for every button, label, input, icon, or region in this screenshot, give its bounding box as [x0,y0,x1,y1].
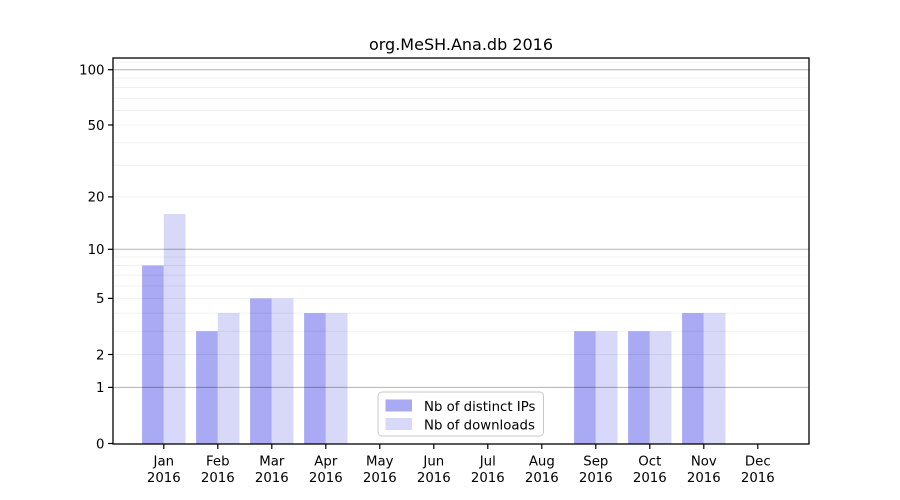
x-tick-label-month-jun: Jun [422,455,444,470]
x-tick-label-month-oct: Oct [638,455,661,470]
gridlines-group [113,61,809,388]
bar-downloads-oct [649,331,672,444]
x-tick-label-year-jan: 2016 [147,471,181,486]
x-tick-label-year-mar: 2016 [255,471,289,486]
x-tick-label-year-jun: 2016 [417,471,451,486]
y-tick-label-5: 5 [96,292,104,307]
plot-frame [112,57,810,445]
x-tick-label-year-dec: 2016 [741,471,775,486]
bars-group [142,214,726,444]
bar-downloads-jan [163,214,186,444]
x-tick-label-year-jul: 2016 [471,471,505,486]
x-tick-label-month-mar: Mar [259,455,285,470]
x-tick-label-year-oct: 2016 [633,471,667,486]
x-tick-label-month-feb: Feb [206,455,230,470]
bar-ips-mar [250,298,272,444]
x-tick-label-year-apr: 2016 [309,471,343,486]
x-tick-label-year-aug: 2016 [525,471,559,486]
bar-downloads-nov [703,313,726,444]
axes-group: 0125102050100Jan2016Feb2016Mar2016Apr201… [79,57,810,486]
legend-label-downloads: Nb of downloads [424,419,535,434]
x-tick-label-year-may: 2016 [363,471,397,486]
bar-ips-jan [142,265,164,444]
legend-swatch-downloads [385,418,412,430]
x-tick-label-year-nov: 2016 [687,471,721,486]
legend-swatch-distinct-ips [385,399,412,412]
x-tick-label-month-dec: Dec [745,455,771,470]
bar-ips-nov [682,313,704,444]
bar-downloads-mar [271,298,294,444]
bar-ips-oct [628,331,650,444]
x-tick-label-year-feb: 2016 [201,471,235,486]
x-tick-label-month-apr: Apr [314,455,338,470]
x-tick-label-month-jul: Jul [479,455,496,470]
legend: Nb of distinct IPs Nb of downloads [377,391,544,437]
y-tick-label-50: 50 [88,119,105,134]
x-tick-label-year-sep: 2016 [579,471,613,486]
bar-downloads-feb [217,313,240,444]
bar-downloads-sep [595,331,618,444]
y-tick-label-20: 20 [88,191,105,206]
bar-ips-sep [574,331,596,444]
chart-title: org.MeSH.Ana.db 2016 [369,35,553,54]
legend-box [377,391,544,437]
bar-ips-apr [304,313,326,444]
x-tick-label-month-sep: Sep [583,455,608,470]
x-tick-label-month-jan: Jan [153,455,175,470]
bar-downloads-apr [325,313,348,444]
y-tick-label-2: 2 [96,348,104,363]
legend-label-distinct-ips: Nb of distinct IPs [424,400,536,415]
bar-ips-feb [196,331,218,444]
x-tick-label-month-may: May [366,455,394,470]
y-tick-label-1: 1 [96,381,104,396]
y-tick-label-10: 10 [88,243,105,258]
x-tick-label-month-nov: Nov [691,455,717,470]
y-tick-label-0: 0 [96,437,104,452]
y-tick-label-100: 100 [79,64,104,79]
x-tick-label-month-aug: Aug [529,455,555,470]
